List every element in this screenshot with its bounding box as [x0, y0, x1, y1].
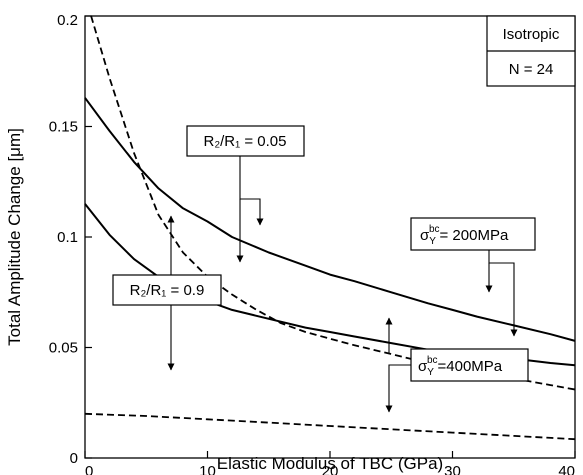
- annotation-r-ratio-005-label: R₂/R₁ = 0.05: [203, 133, 286, 150]
- y-tick-label: 0.2: [57, 12, 78, 29]
- sigma-superscript: bc: [429, 224, 440, 235]
- y-axis-title: Total Amplitude Change [μm]: [5, 128, 24, 346]
- legend-isotropic: Isotropic: [503, 26, 560, 43]
- plot-frame: [84, 15, 576, 459]
- sigma-superscript: bc: [427, 355, 438, 366]
- x-tick-label: 30: [444, 463, 461, 475]
- series-line-1: [84, 97, 576, 342]
- annotation-r-ratio-09-label: R₂/R₁ = 0.9: [130, 282, 205, 299]
- x-tick-label: 10: [199, 463, 216, 475]
- y-tick-label: 0.15: [49, 119, 78, 136]
- sigma-symbol: σ: [418, 358, 428, 375]
- legend-n: N = 24: [509, 61, 554, 78]
- sigma-subscript: Y: [427, 367, 434, 378]
- annotation-r-ratio-09: R₂/R₁ = 0.9: [112, 215, 222, 371]
- annotation-r-ratio-005: R₂/R₁ = 0.05: [186, 125, 305, 263]
- sigma-subscript: Y: [429, 236, 436, 247]
- y-tick-label: 0: [70, 450, 78, 467]
- annotation-sigma-200: σYbc= 200MPa: [410, 217, 536, 337]
- y-tick-label: 0.05: [49, 340, 78, 357]
- legend-box: Isotropic N = 24: [486, 15, 576, 87]
- axis-ticks: 0 10 20 30 40 0 0.05 0.1 0.15 0.2: [49, 12, 576, 475]
- sigma-value: =400MPa: [438, 358, 503, 375]
- sigma-value: = 200MPa: [440, 227, 509, 244]
- x-tick-label: 0: [85, 463, 93, 475]
- svg-text:σYbc=400MPa: σYbc=400MPa: [418, 355, 503, 378]
- sigma-symbol: σ: [420, 227, 430, 244]
- svg-text:σYbc= 200MPa: σYbc= 200MPa: [420, 224, 509, 247]
- y-tick-label: 0.1: [57, 229, 78, 246]
- annotation-sigma-400: σYbc=400MPa: [385, 317, 529, 413]
- series-line-4: [84, 412, 576, 441]
- x-tick-label: 40: [558, 463, 575, 475]
- x-axis-title: Elastic Modulus of TBC (GPa): [217, 454, 443, 473]
- x-tick-label: 20: [322, 463, 339, 475]
